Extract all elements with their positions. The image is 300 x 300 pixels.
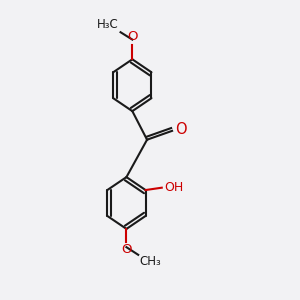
Text: O: O xyxy=(121,243,132,256)
Text: CH₃: CH₃ xyxy=(140,255,161,268)
Text: OH: OH xyxy=(164,181,183,194)
Text: O: O xyxy=(176,122,187,137)
Text: H₃C: H₃C xyxy=(97,18,119,31)
Text: O: O xyxy=(127,30,138,43)
